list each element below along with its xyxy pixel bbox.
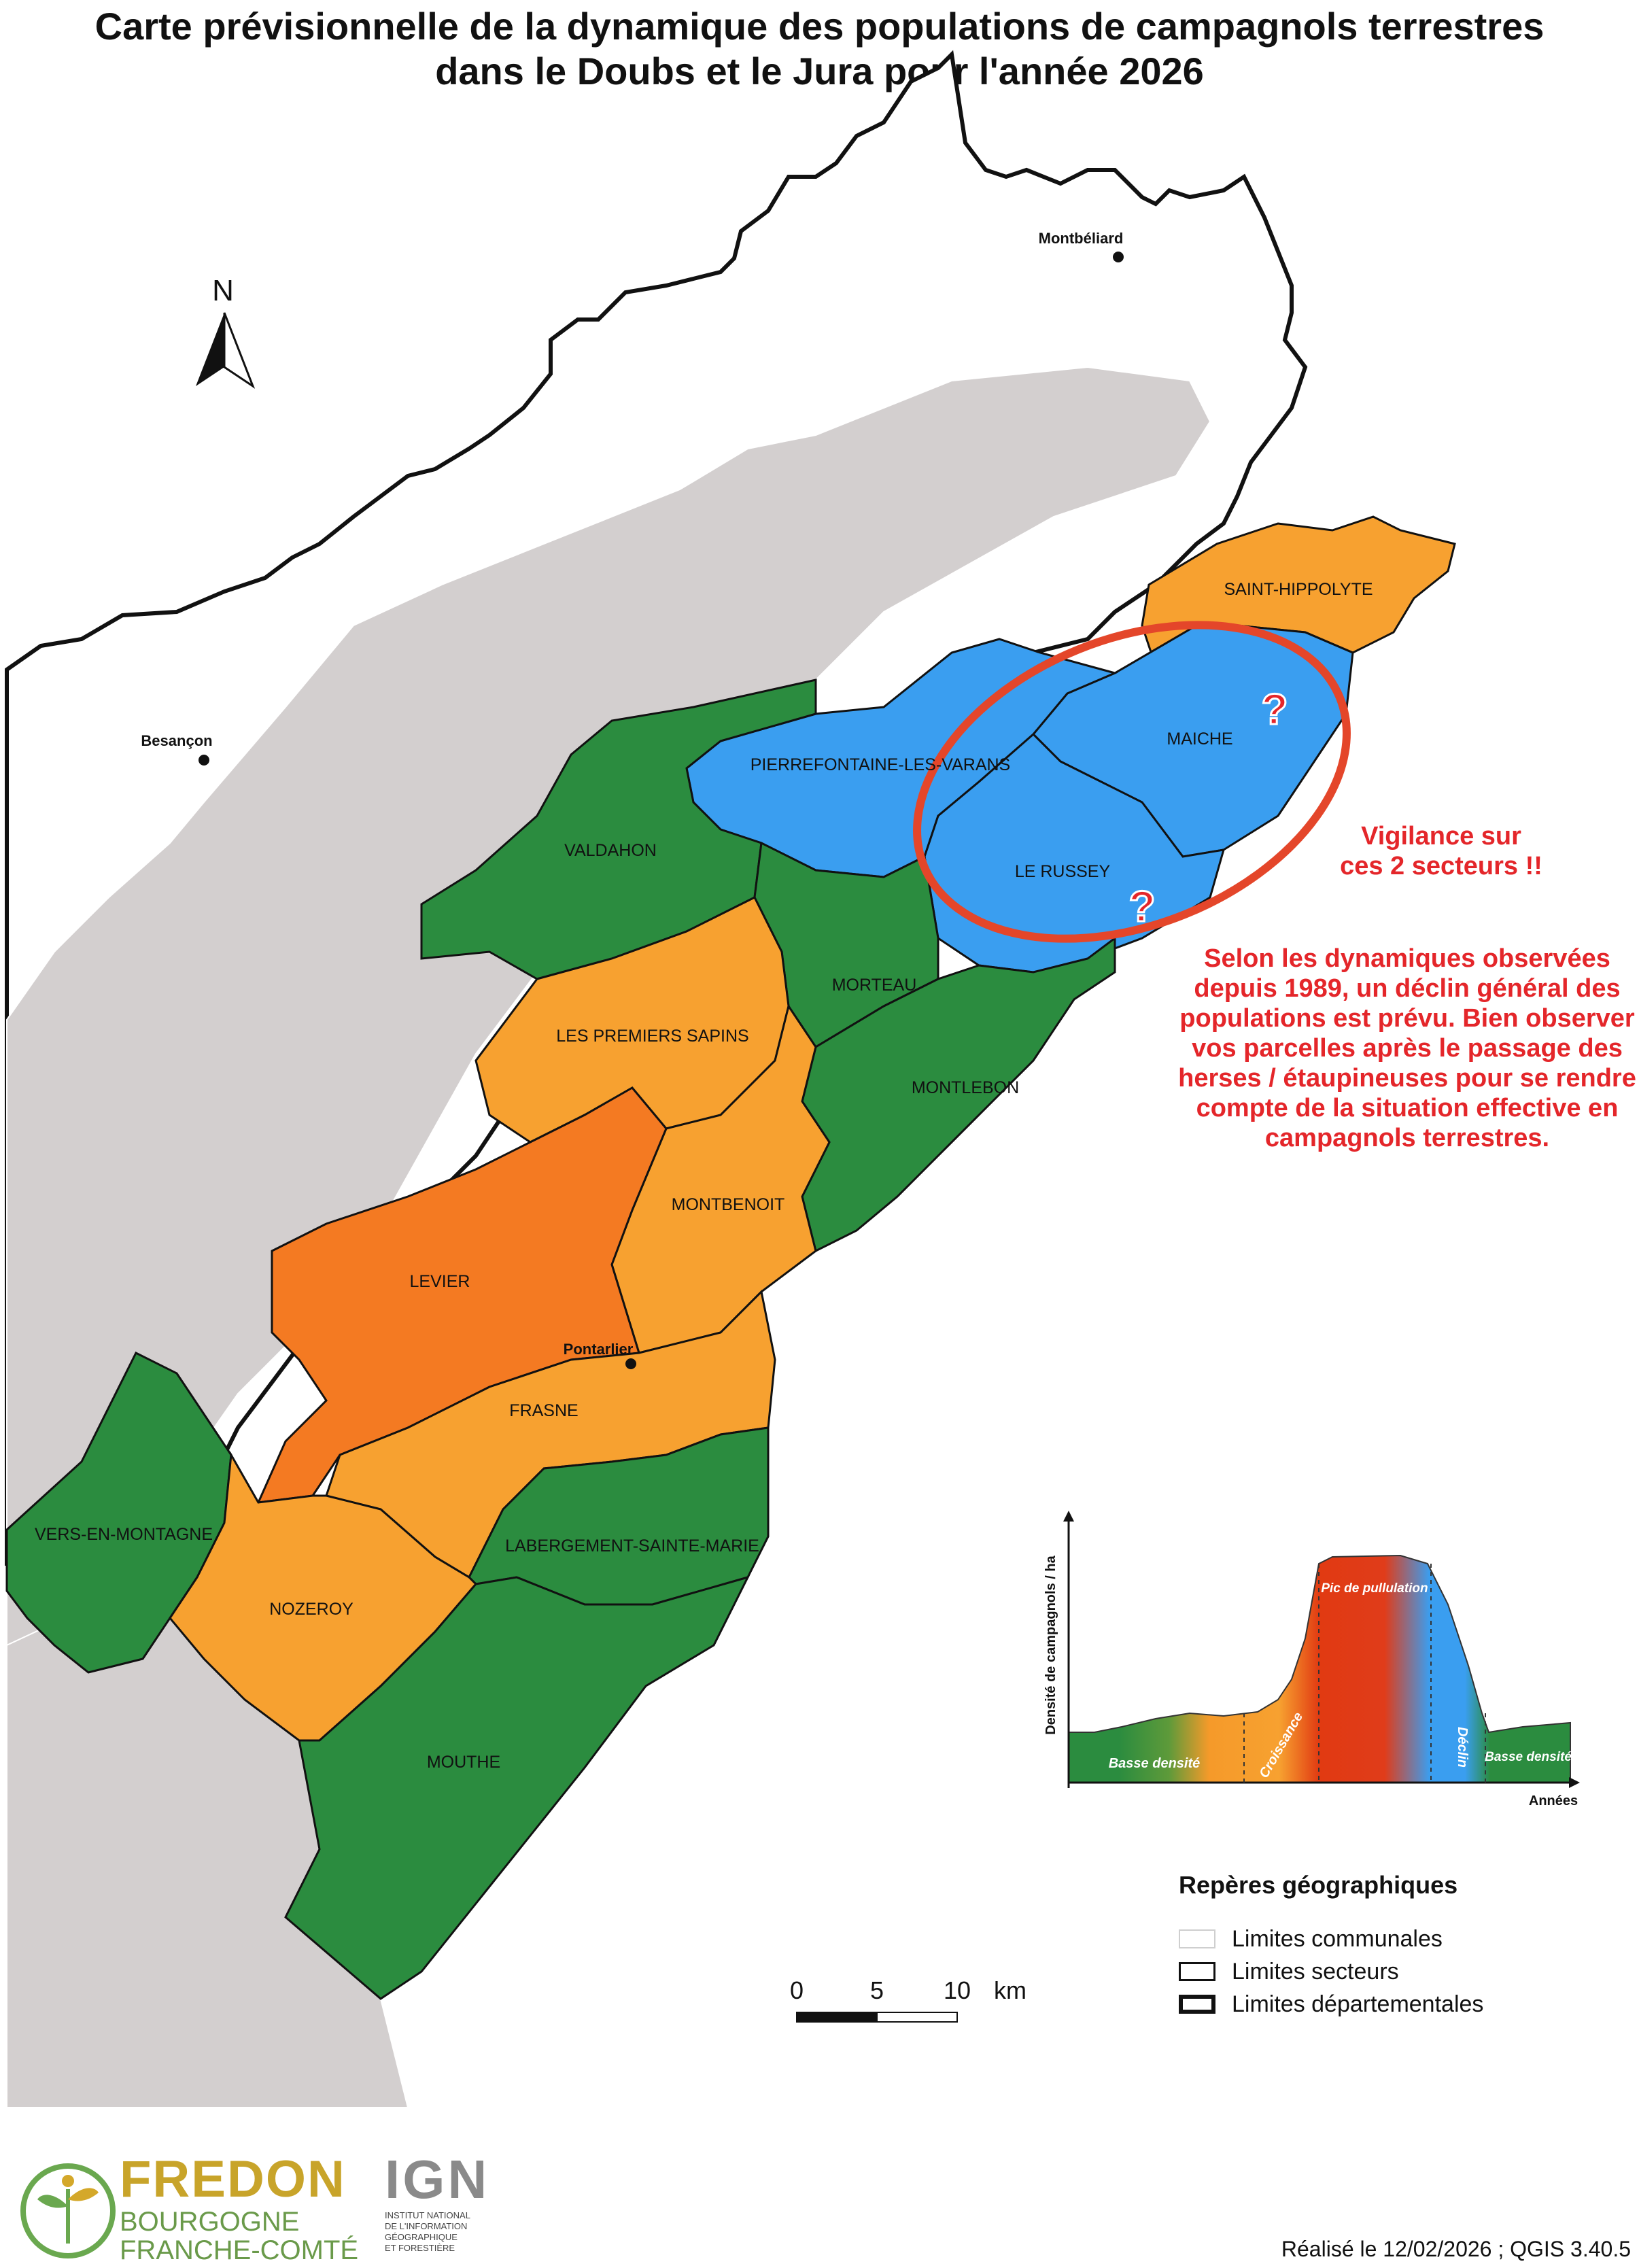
- cycle-phase-declin: Déclin: [1455, 1727, 1470, 1768]
- sector-label-vers-en-montagne: VERS-EN-MONTAGNE: [35, 1525, 213, 1544]
- sector-mouthe: [284, 1575, 750, 2000]
- warning-heading: Vigilance sur ces 2 secteurs !!: [1340, 822, 1542, 880]
- ign-logo: IGN INSTITUT NATIONAL DE L'INFORMATION G…: [385, 2149, 490, 2253]
- fredon-logo-main: FREDON: [120, 2150, 346, 2208]
- question-mark-maiche: ?: [1261, 685, 1288, 734]
- sector-label-pierrefontaine: PIERREFONTAINE-LES-VARANS: [751, 755, 1010, 774]
- cycle-x-arrow: [1569, 1777, 1580, 1788]
- sector-label-morteau: MORTEAU: [832, 976, 917, 995]
- map-title-line2: dans le Doubs et le Jura pour l'année 20…: [435, 50, 1204, 92]
- sector-label-maiche: MAICHE: [1167, 729, 1232, 749]
- fredon-logo-sub2: FRANCHE-COMTÉ: [120, 2235, 359, 2265]
- ign-logo-main: IGN: [385, 2149, 490, 2210]
- fredon-logo-sub1: BOURGOGNE: [120, 2207, 300, 2237]
- cycle-phase-basse-densite-2: Basse densité: [1485, 1750, 1572, 1764]
- scale-tick-0: 0: [790, 1976, 804, 2004]
- legend-item-communal: Limites communales: [1179, 1925, 1443, 1953]
- warning-body: Selon les dynamiques observées depuis 19…: [1178, 944, 1636, 1152]
- cycle-phase-pic: Pic de pullulation: [1321, 1581, 1428, 1596]
- scale-tick-10: 10: [944, 1976, 971, 2004]
- cycle-x-label: Années: [1529, 1793, 1578, 1808]
- legend-title: Repères géographiques: [1179, 1871, 1458, 1899]
- north-arrow-right-half: [223, 312, 256, 389]
- legend-swatch-departmental: [1179, 1995, 1215, 2014]
- city-label-pontarlier: Pontarlier: [564, 1341, 634, 1358]
- north-arrow-label: N: [212, 274, 234, 307]
- city-dot-besancon: [199, 755, 209, 766]
- population-cycle-chart: Densité de campagnols / ha Années Basse …: [1043, 1511, 1580, 1808]
- sector-label-montbenoit: MONTBENOIT: [672, 1195, 785, 1214]
- vigilance-highlight-ellipse: [913, 621, 1351, 943]
- legend-swatch-communal: [1179, 1929, 1215, 1948]
- legend-label-communal: Limites communales: [1232, 1925, 1443, 1952]
- legend-label-sectors: Limites secteurs: [1232, 1958, 1399, 1984]
- scale-bar-segment-1: [796, 2012, 878, 2023]
- sector-label-mouthe: MOUTHE: [427, 1753, 500, 1772]
- sector-label-levier: LEVIER: [410, 1272, 470, 1291]
- question-mark-le-russey: ?: [1128, 882, 1155, 931]
- cycle-curve-area: [1068, 1554, 1571, 1783]
- legend-item-departmental: Limites départementales: [1179, 1991, 1483, 2018]
- fredon-logo-text: FREDON BOURGOGNE FRANCHE-COMTÉ: [120, 2150, 359, 2265]
- sector-label-valdahon: VALDAHON: [564, 841, 657, 860]
- cycle-y-arrow: [1063, 1511, 1074, 1522]
- scale-unit: km: [994, 1976, 1026, 2004]
- map-title-line1: Carte prévisionnelle de la dynamique des…: [94, 5, 1545, 48]
- neutral-communes-area: [6, 366, 1211, 1647]
- fredon-logo-mark: [20, 2163, 116, 2258]
- north-arrow: N: [196, 274, 256, 389]
- city-dot-pontarlier: [625, 1358, 636, 1369]
- cycle-phase-basse-densite-1: Basse densité: [1109, 1756, 1201, 1771]
- scale-bar: 0 5 10 km: [790, 1976, 1026, 2023]
- city-label-montbeliard: Montbéliard: [1039, 230, 1124, 247]
- sector-labels: SAINT-HIPPOLYTE MAICHE PIERREFONTAINE-LE…: [35, 580, 1373, 1772]
- sector-label-le-russey: LE RUSSEY: [1015, 862, 1111, 881]
- city-label-besancon: Besançon: [141, 732, 212, 749]
- sector-label-saint-hippolyte: SAINT-HIPPOLYTE: [1224, 580, 1373, 599]
- sector-le-russey: [923, 732, 1226, 974]
- legend-swatch-sectors: [1179, 1962, 1215, 1981]
- scale-bar-segment-2: [876, 2012, 958, 2023]
- legend-item-sectors: Limites secteurs: [1179, 1958, 1399, 1985]
- production-note: Réalisé le 12/02/2026 ; QGIS 3.40.5: [1281, 2237, 1631, 2261]
- city-dot-montbeliard: [1113, 252, 1124, 262]
- cycle-phase-pic-text: Pic de pullulation: [1321, 1581, 1428, 1596]
- sector-label-labergement: LABERGEMENT-SAINTE-MARIE: [505, 1536, 759, 1556]
- legend-label-departmental: Limites départementales: [1232, 1991, 1484, 2017]
- sector-label-frasne: FRASNE: [509, 1401, 578, 1420]
- north-arrow-left-half: [196, 313, 224, 386]
- sector-label-montlebon: MONTLEBON: [912, 1078, 1019, 1097]
- ign-logo-sub-0: INSTITUT NATIONAL: [385, 2210, 470, 2220]
- sector-label-les-premiers-sapins: LES PREMIERS SAPINS: [556, 1027, 748, 1046]
- sector-label-nozeroy: NOZEROY: [269, 1600, 353, 1619]
- ign-logo-sub-1: DE L'INFORMATION: [385, 2221, 468, 2231]
- scale-tick-5: 5: [870, 1976, 884, 2004]
- cycle-y-label: Densité de campagnols / ha: [1043, 1555, 1058, 1734]
- ign-logo-sub-2: GÉOGRAPHIQUE: [385, 2232, 458, 2242]
- ign-logo-sub-3: ET FORESTIÈRE: [385, 2243, 455, 2253]
